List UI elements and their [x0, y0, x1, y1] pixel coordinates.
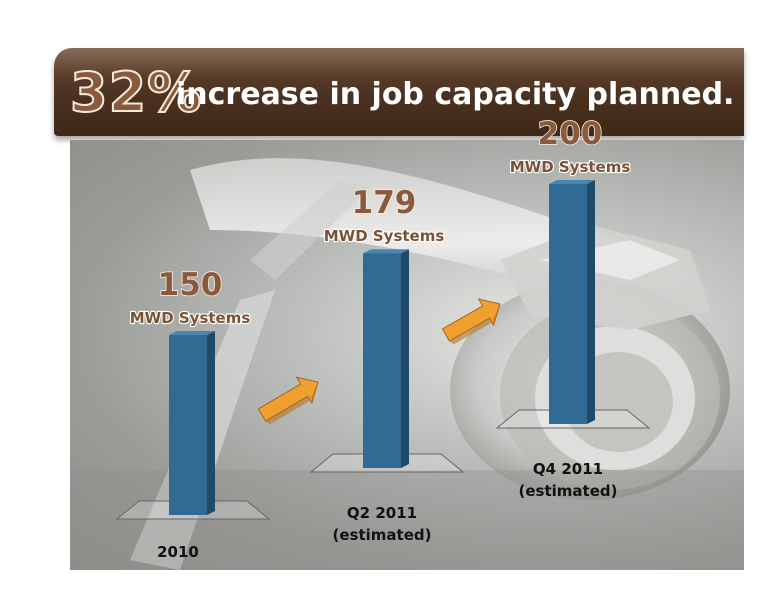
data-label-2: 200: [538, 116, 603, 152]
bar-side-1: [401, 249, 409, 468]
unit-label-0: MWD Systems: [130, 309, 251, 327]
title-text: increase in job capacity planned.: [176, 77, 735, 112]
data-label-1: 179: [352, 185, 417, 221]
data-label-0: 150: [158, 267, 223, 303]
unit-label-1: MWD Systems: [324, 227, 445, 245]
transition-arrow-shape-1: [441, 298, 501, 342]
transition-arrow-shadow-0: [265, 382, 319, 425]
category-label-2-0: Q4 2011: [533, 460, 603, 478]
category-label-0-0: 2010: [157, 543, 199, 561]
title-banner-shine: [54, 48, 744, 78]
bar-top-0: [169, 331, 215, 335]
bar-1: [363, 253, 401, 468]
bar-side-0: [207, 331, 215, 515]
unit-label-2: MWD Systems: [510, 158, 631, 176]
transition-arrow-1: [441, 298, 501, 345]
transition-arrow-shadow-1: [449, 303, 501, 345]
title-percentage: 32%: [69, 60, 203, 125]
category-label-1-0: Q2 2011: [347, 504, 417, 522]
bar-top-2: [549, 180, 595, 184]
bar-top-1: [363, 249, 409, 254]
transition-arrow-0: [257, 376, 319, 425]
bar-side-2: [587, 180, 595, 424]
bars-layer: [115, 180, 651, 520]
arrows-layer: [257, 298, 501, 425]
title-banner: [54, 48, 744, 136]
transition-arrow-shape-0: [257, 376, 319, 422]
bar-0: [169, 335, 207, 515]
category-label-2-1: (estimated): [519, 482, 618, 500]
bar-2: [549, 184, 587, 424]
category-label-1-1: (estimated): [333, 526, 432, 544]
labels-layer: 150 MWD Systems 2010 179 MWD Systems Q2 2011 (…: [129, 115, 632, 561]
